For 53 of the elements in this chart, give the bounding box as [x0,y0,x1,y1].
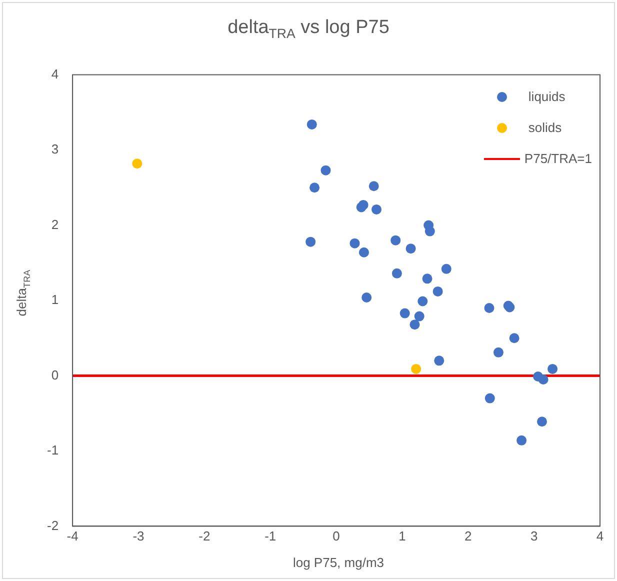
point [392,268,402,278]
x-tick-label: -2 [198,528,210,544]
point [536,416,547,427]
point [410,320,420,330]
point [484,303,494,314]
point [434,356,444,366]
point [320,165,331,176]
point [414,311,424,322]
legend-label: P75/TRA=1 [524,151,592,166]
point [548,364,558,374]
point [406,244,416,254]
point [362,292,372,302]
y-tick-label: 1 [51,292,59,308]
point [400,308,410,318]
point [422,274,432,284]
point [132,158,142,169]
y-tick-label: 3 [51,142,59,157]
point [509,333,520,344]
point [418,296,428,306]
point [306,236,316,247]
point [411,364,422,374]
point [390,235,401,246]
x-tick-label: 1 [398,528,406,544]
point [432,286,443,296]
x-tick-label: -1 [264,528,276,544]
chart-title: delta$_{TRA}$ vs log P75 [226,17,390,41]
y-tick-label: 0 [51,367,59,382]
point [358,247,369,258]
point [368,181,379,192]
point [484,393,495,404]
y-tick-label: -1 [46,442,59,458]
y-tick-label: -2 [46,518,59,533]
point [371,204,382,214]
legend-label: liquids [528,89,566,104]
x-tick-label: 4 [596,528,604,544]
x-tick-label: -4 [66,528,78,544]
x-tick-label: 0 [332,528,340,544]
point [350,238,360,248]
point [358,200,368,210]
point [493,347,504,358]
legend-label: solids [528,120,562,135]
point [424,226,435,236]
x-tick-label: 3 [530,528,538,544]
point [538,374,548,384]
x-axis-title: log P75, mg/m3 [292,555,386,570]
x-tick-label: -3 [132,528,144,544]
y-tick-label: 4 [51,66,59,82]
point [306,119,317,130]
point [310,182,320,193]
x-tick-label: 2 [464,528,472,544]
y-tick-label: 2 [51,216,59,232]
point [441,264,452,274]
point [516,435,527,446]
